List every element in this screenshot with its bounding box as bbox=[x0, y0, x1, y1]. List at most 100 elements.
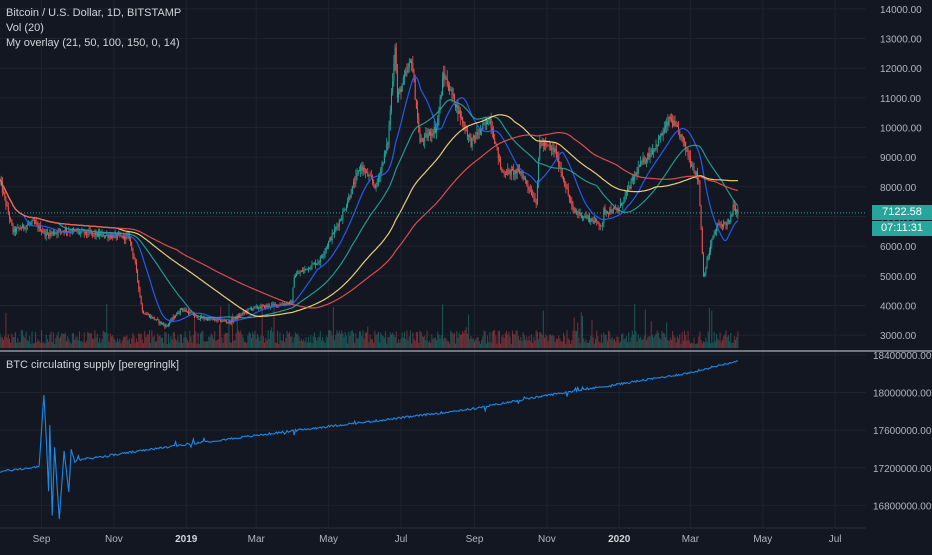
candle-body bbox=[631, 177, 633, 181]
candle-body bbox=[519, 170, 521, 174]
volume-indicator-label[interactable]: Vol (20) bbox=[6, 22, 44, 34]
candle-body bbox=[204, 318, 206, 320]
volume-bar bbox=[145, 337, 147, 348]
candle-body bbox=[95, 232, 97, 236]
candle-body bbox=[404, 75, 406, 78]
candle-body bbox=[405, 71, 407, 76]
candle-body bbox=[213, 318, 215, 320]
supply-indicator-label[interactable]: BTC circulating supply [peregringlk] bbox=[6, 359, 180, 371]
volume-bar bbox=[108, 341, 110, 348]
volume-bar bbox=[444, 337, 446, 348]
candle-body bbox=[145, 314, 147, 315]
candle-body bbox=[596, 219, 598, 222]
candle-body bbox=[147, 314, 149, 316]
candle-body bbox=[52, 231, 54, 235]
volume-bar bbox=[156, 340, 158, 348]
overlay-indicator-label[interactable]: My overlay (21, 50, 100, 150, 0, 14) bbox=[6, 37, 180, 49]
volume-bar bbox=[245, 342, 247, 348]
candle-body bbox=[725, 223, 727, 226]
volume-bar bbox=[608, 330, 610, 348]
volume-bar bbox=[719, 332, 721, 348]
candle-body bbox=[389, 110, 391, 125]
volume-bar bbox=[503, 338, 505, 348]
ma-line-100[interactable] bbox=[0, 114, 738, 318]
candle-body bbox=[182, 308, 184, 311]
volume-bar bbox=[351, 330, 353, 348]
candle-body bbox=[520, 171, 522, 174]
candle-body bbox=[587, 216, 589, 218]
candle-body bbox=[357, 170, 359, 173]
candle-body bbox=[166, 324, 168, 326]
candle-body bbox=[673, 120, 675, 126]
volume-bar bbox=[490, 342, 492, 348]
price-tick-label: 4000.00 bbox=[880, 302, 917, 313]
volume-bar bbox=[702, 341, 704, 348]
volume-bar bbox=[642, 339, 644, 348]
volume-bar bbox=[241, 334, 243, 348]
candle-body bbox=[525, 178, 527, 181]
candle-body bbox=[733, 205, 735, 207]
candle-body bbox=[331, 232, 333, 240]
ma-line-21[interactable] bbox=[0, 76, 739, 322]
volume-bar bbox=[165, 332, 167, 348]
volume-bar bbox=[452, 334, 454, 348]
candle-body bbox=[567, 188, 569, 195]
candle-body bbox=[413, 72, 415, 79]
volume-bar bbox=[667, 339, 669, 348]
time-tick-label: May bbox=[753, 534, 772, 545]
volume-bar bbox=[409, 330, 411, 348]
candle-body bbox=[311, 264, 313, 268]
volume-bar bbox=[643, 335, 645, 348]
candle-body bbox=[315, 262, 317, 265]
candle-body bbox=[426, 133, 428, 138]
volume-bar bbox=[250, 338, 252, 348]
volume-bar bbox=[445, 338, 447, 348]
volume-bar bbox=[112, 335, 114, 348]
volume-bar bbox=[332, 307, 334, 348]
volume-bar bbox=[732, 342, 734, 348]
volume-bar bbox=[587, 343, 589, 348]
volume-bar bbox=[140, 333, 142, 348]
candle-body bbox=[129, 239, 131, 242]
time-tick-label: Jul bbox=[395, 534, 408, 545]
candle-body bbox=[265, 305, 267, 308]
candle-body bbox=[63, 230, 65, 232]
volume-bar bbox=[132, 332, 134, 348]
volume-bar bbox=[508, 331, 510, 348]
volume-bar bbox=[288, 331, 290, 348]
candle-body bbox=[7, 206, 9, 214]
price-axis[interactable] bbox=[866, 0, 932, 550]
price-tick-label: 14000.00 bbox=[880, 5, 922, 16]
supply-line[interactable] bbox=[0, 360, 738, 520]
candle-body bbox=[593, 220, 595, 223]
volume-bar bbox=[616, 336, 618, 348]
volume-bar bbox=[229, 341, 231, 348]
volume-bar bbox=[414, 340, 416, 348]
candle-body bbox=[13, 228, 15, 233]
candle-body bbox=[211, 318, 213, 320]
volume-bar bbox=[167, 333, 169, 348]
candle-body bbox=[165, 325, 167, 327]
candle-body bbox=[344, 209, 346, 211]
candle-body bbox=[366, 171, 368, 173]
volume-bar bbox=[481, 340, 483, 348]
ma-line-150[interactable] bbox=[0, 132, 739, 309]
volume-bar bbox=[26, 339, 28, 348]
candle-body bbox=[621, 203, 623, 206]
volume-bar bbox=[186, 339, 188, 348]
candle-body bbox=[30, 222, 32, 224]
candle-body bbox=[612, 208, 614, 213]
volume-bar bbox=[726, 336, 728, 348]
volume-bar bbox=[20, 330, 22, 348]
candle-body bbox=[358, 170, 360, 172]
candle-body bbox=[660, 133, 662, 140]
candle-body bbox=[651, 149, 653, 155]
ma-line-50[interactable] bbox=[0, 99, 739, 319]
candle-body bbox=[551, 147, 553, 150]
candle-body bbox=[644, 161, 646, 163]
candle-body bbox=[4, 192, 6, 198]
volume-bar bbox=[736, 336, 738, 348]
symbol-title[interactable]: Bitcoin / U.S. Dollar, 1D, BITSTAMP bbox=[6, 7, 182, 19]
